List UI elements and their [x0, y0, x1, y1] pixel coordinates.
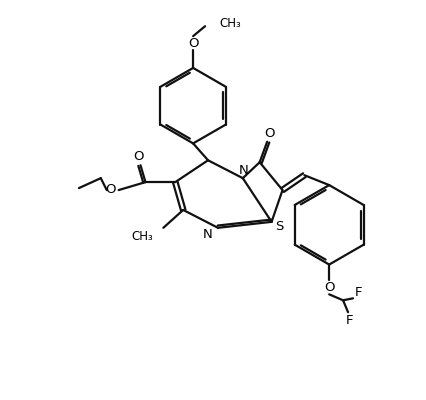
Text: N: N: [239, 164, 249, 177]
Text: O: O: [188, 36, 199, 50]
Text: CH₃: CH₃: [219, 17, 241, 30]
Text: N: N: [203, 228, 213, 241]
Text: O: O: [264, 127, 274, 140]
Text: O: O: [324, 281, 334, 294]
Text: F: F: [345, 314, 353, 327]
Text: F: F: [355, 286, 363, 299]
Text: O: O: [133, 150, 144, 163]
Text: S: S: [275, 220, 284, 233]
Text: CH₃: CH₃: [132, 230, 153, 243]
Text: O: O: [106, 182, 116, 196]
